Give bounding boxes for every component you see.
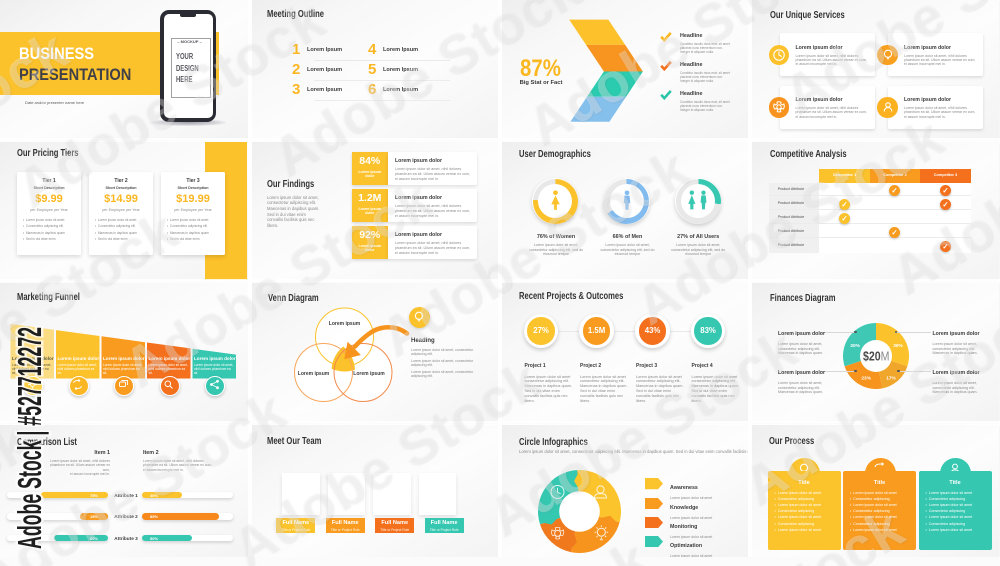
svg-text:Adobe Stock | #527712272: Adobe Stock | #527712272 [11, 327, 48, 549]
svg-text:17%: 17% [886, 375, 896, 381]
svg-text:$20M: $20M [863, 349, 890, 363]
svg-text:30%: 30% [850, 343, 860, 349]
svg-text:30%: 30% [893, 343, 903, 349]
svg-text:23%: 23% [861, 375, 871, 381]
